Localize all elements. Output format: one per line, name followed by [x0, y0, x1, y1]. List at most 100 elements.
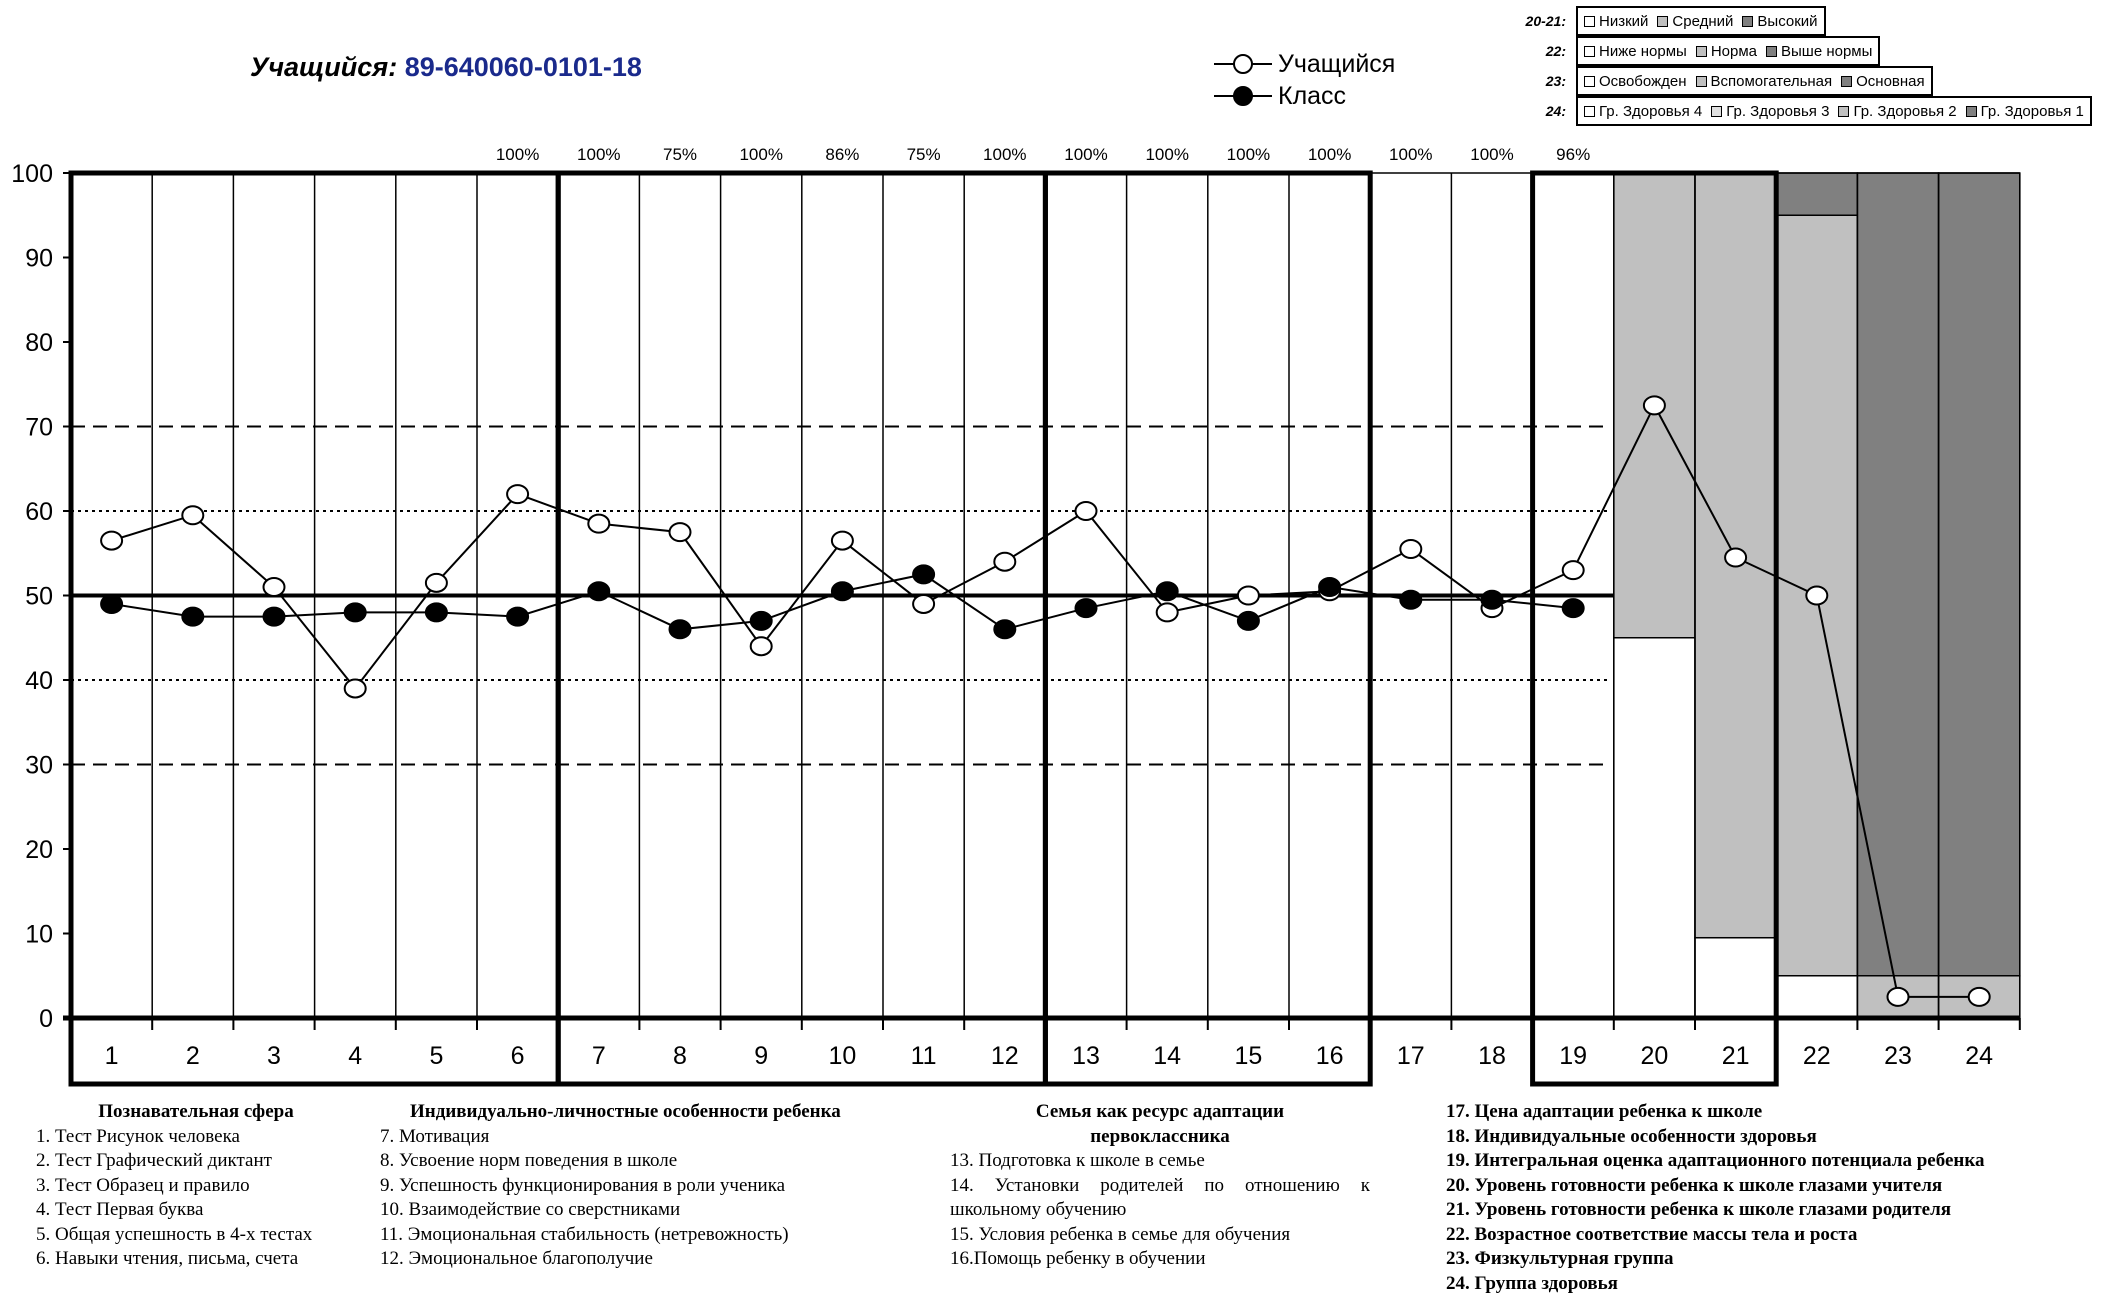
notes-heading: Познавательная сфера: [36, 1100, 356, 1125]
student-data-point: [1888, 988, 1909, 1006]
student-data-point: [345, 679, 366, 697]
student-data-point: [1806, 587, 1827, 605]
x-tick-label: 9: [754, 1042, 768, 1070]
class-data-point: [1238, 612, 1259, 630]
notes-other: 17. Цена адаптации ребенка к школе 18. И…: [1446, 1100, 2096, 1296]
class-data-point: [507, 608, 528, 626]
class-data-point: [1563, 599, 1584, 617]
class-data-point: [751, 612, 772, 630]
x-tick-label: 24: [1965, 1042, 1993, 1070]
note-item: 11. Эмоциональная стабильность (нетревож…: [380, 1223, 940, 1248]
y-tick-label: 60: [25, 498, 53, 526]
y-tick-label: 30: [25, 752, 53, 780]
percent-label: 100%: [1145, 145, 1188, 164]
x-tick-label: 2: [186, 1042, 200, 1070]
note-item: 3. Тест Образец и правило: [36, 1174, 356, 1199]
note-item: 14. Установки родителей по отношению к ш…: [950, 1174, 1370, 1223]
class-data-point: [994, 620, 1015, 638]
category-band-segment: [1695, 938, 1776, 1018]
x-tick-label: 12: [991, 1042, 1019, 1070]
x-tick-label: 14: [1153, 1042, 1181, 1070]
y-tick-label: 100: [11, 160, 53, 188]
note-item: 19. Интегральная оценка адаптационного п…: [1446, 1149, 2096, 1174]
note-item: 17. Цена адаптации ребенка к школе: [1446, 1100, 2096, 1125]
student-data-point: [1644, 396, 1665, 414]
class-data-point: [913, 565, 934, 583]
class-data-point: [101, 595, 122, 613]
x-tick-label: 7: [592, 1042, 606, 1070]
x-tick-label: 18: [1478, 1042, 1506, 1070]
student-data-point: [1238, 587, 1259, 605]
y-tick-label: 0: [39, 1005, 53, 1033]
x-tick-label: 5: [429, 1042, 443, 1070]
note-item: 21. Уровень готовности ребенка к школе г…: [1446, 1198, 2096, 1223]
percent-label: 100%: [577, 145, 620, 164]
y-tick-label: 40: [25, 667, 53, 695]
y-tick-label: 10: [25, 921, 53, 949]
student-data-point: [1076, 502, 1097, 520]
note-item: 20. Уровень готовности ребенка к школе г…: [1446, 1174, 2096, 1199]
note-item: 24. Группа здоровья: [1446, 1272, 2096, 1296]
note-item: 2. Тест Графический диктант: [36, 1149, 356, 1174]
x-tick-label: 6: [511, 1042, 525, 1070]
percent-label: 75%: [663, 145, 697, 164]
class-data-point: [182, 608, 203, 626]
notes-heading: Семья как ресурс адаптации первоклассник…: [950, 1100, 1370, 1149]
y-tick-label: 50: [25, 583, 53, 611]
note-item: 22. Возрастное соответствие массы тела и…: [1446, 1223, 2096, 1248]
note-item: 18. Индивидуальные особенности здоровья: [1446, 1125, 2096, 1150]
student-data-point: [182, 506, 203, 524]
note-item: 12. Эмоциональное благополучие: [380, 1247, 940, 1272]
note-item: 9. Успешность функционирования в роли уч…: [380, 1174, 940, 1199]
x-tick-label: 22: [1803, 1042, 1831, 1070]
x-tick-label: 23: [1884, 1042, 1912, 1070]
x-tick-label: 10: [828, 1042, 856, 1070]
percent-label: 100%: [1064, 145, 1107, 164]
y-tick-label: 80: [25, 329, 53, 357]
percent-label: 100%: [1470, 145, 1513, 164]
category-band-segment: [1939, 173, 2020, 976]
notes-family: Семья как ресурс адаптации первоклассник…: [950, 1100, 1370, 1272]
class-data-point: [670, 620, 691, 638]
note-item: 7. Мотивация: [380, 1125, 940, 1150]
notes-personal: Индивидуально-личностные особенности реб…: [380, 1100, 940, 1272]
note-item: 1. Тест Рисунок человека: [36, 1125, 356, 1150]
student-data-point: [913, 595, 934, 613]
percent-label: 86%: [825, 145, 859, 164]
percent-label: 100%: [983, 145, 1026, 164]
student-data-point: [426, 574, 447, 592]
student-data-point: [507, 485, 528, 503]
student-data-point: [1725, 548, 1746, 566]
student-data-point: [1400, 540, 1421, 558]
x-tick-label: 4: [348, 1042, 362, 1070]
student-data-point: [994, 553, 1015, 571]
percent-label: 100%: [1227, 145, 1270, 164]
student-data-point: [588, 515, 609, 533]
percent-label: 96%: [1556, 145, 1590, 164]
x-tick-label: 21: [1722, 1042, 1750, 1070]
class-data-point: [1319, 578, 1340, 596]
category-band-segment: [1776, 976, 1857, 1018]
percent-label: 100%: [1389, 145, 1432, 164]
student-data-point: [1969, 988, 1990, 1006]
note-item: 10. Взаимодействие со сверстниками: [380, 1198, 940, 1223]
percent-label: 100%: [739, 145, 782, 164]
note-item: 13. Подготовка к школе в семье: [950, 1149, 1370, 1174]
category-band-segment: [1776, 173, 1857, 215]
student-data-point: [264, 578, 285, 596]
class-data-point: [426, 603, 447, 621]
x-tick-label: 11: [911, 1042, 937, 1070]
note-item: 6. Навыки чтения, письма, счета: [36, 1247, 356, 1272]
student-data-point: [1563, 561, 1584, 579]
percent-label: 75%: [907, 145, 941, 164]
y-tick-label: 70: [25, 414, 53, 442]
x-tick-label: 19: [1559, 1042, 1587, 1070]
note-item: 4. Тест Первая буква: [36, 1198, 356, 1223]
class-data-point: [1076, 599, 1097, 617]
class-data-point: [588, 582, 609, 600]
percent-label: 100%: [1308, 145, 1351, 164]
x-tick-label: 1: [105, 1042, 119, 1070]
class-data-point: [345, 603, 366, 621]
class-data-point: [1400, 591, 1421, 609]
